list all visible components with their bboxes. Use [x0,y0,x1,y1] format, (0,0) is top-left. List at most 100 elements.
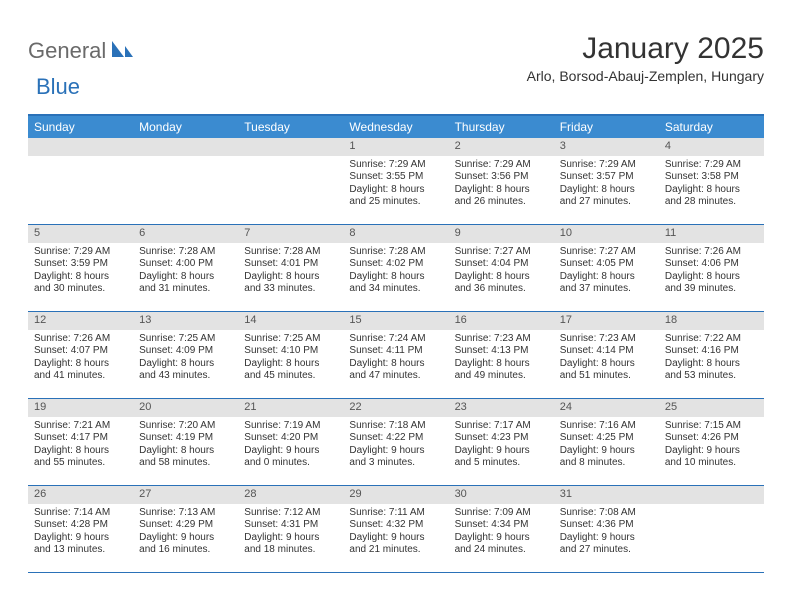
day-number: 2 [449,138,554,156]
day-number: 20 [133,399,238,417]
day-cell [238,138,343,224]
day-number: 27 [133,486,238,504]
day-line: Sunrise: 7:09 AM [455,507,548,520]
day-line: Daylight: 8 hours [455,271,548,284]
day-line: Daylight: 9 hours [455,532,548,545]
day-number [28,138,133,156]
day-cell: 18Sunrise: 7:22 AMSunset: 4:16 PMDayligh… [659,312,764,398]
day-line: Sunrise: 7:08 AM [560,507,653,520]
day-cell: 14Sunrise: 7:25 AMSunset: 4:10 PMDayligh… [238,312,343,398]
day-line: Daylight: 9 hours [560,532,653,545]
day-line: Daylight: 9 hours [349,445,442,458]
day-line: and 47 minutes. [349,370,442,383]
day-cell: 15Sunrise: 7:24 AMSunset: 4:11 PMDayligh… [343,312,448,398]
day-details: Sunrise: 7:27 AMSunset: 4:05 PMDaylight:… [554,243,659,302]
day-details: Sunrise: 7:14 AMSunset: 4:28 PMDaylight:… [28,504,133,563]
day-line: Sunset: 3:58 PM [665,171,758,184]
day-cell: 4Sunrise: 7:29 AMSunset: 3:58 PMDaylight… [659,138,764,224]
logo: General [28,32,136,64]
day-number: 28 [238,486,343,504]
day-line: Sunset: 4:20 PM [244,432,337,445]
day-line: Daylight: 8 hours [349,358,442,371]
day-cell: 10Sunrise: 7:27 AMSunset: 4:05 PMDayligh… [554,225,659,311]
day-line: Sunset: 4:14 PM [560,345,653,358]
location-text: Arlo, Borsod-Abauj-Zemplen, Hungary [527,68,764,84]
day-cell: 3Sunrise: 7:29 AMSunset: 3:57 PMDaylight… [554,138,659,224]
day-line: Sunrise: 7:20 AM [139,420,232,433]
day-line: Sunset: 4:29 PM [139,519,232,532]
day-cell: 16Sunrise: 7:23 AMSunset: 4:13 PMDayligh… [449,312,554,398]
weekday-heading: Thursday [449,116,554,138]
day-line: Sunset: 4:01 PM [244,258,337,271]
day-line: Sunrise: 7:23 AM [455,333,548,346]
day-line: Sunset: 4:34 PM [455,519,548,532]
day-cell: 30Sunrise: 7:09 AMSunset: 4:34 PMDayligh… [449,486,554,572]
day-line: Sunset: 4:05 PM [560,258,653,271]
day-cell: 23Sunrise: 7:17 AMSunset: 4:23 PMDayligh… [449,399,554,485]
day-number: 19 [28,399,133,417]
day-line: Sunset: 4:02 PM [349,258,442,271]
day-line: Daylight: 9 hours [244,532,337,545]
day-line: Sunrise: 7:27 AM [455,246,548,259]
day-cell: 5Sunrise: 7:29 AMSunset: 3:59 PMDaylight… [28,225,133,311]
day-line: Sunset: 4:17 PM [34,432,127,445]
day-line: Sunset: 4:19 PM [139,432,232,445]
day-cell: 20Sunrise: 7:20 AMSunset: 4:19 PMDayligh… [133,399,238,485]
day-line: and 37 minutes. [560,283,653,296]
day-line: Daylight: 8 hours [34,358,127,371]
day-line: and 28 minutes. [665,196,758,209]
logo-word-2: Blue [36,74,80,99]
day-line: and 51 minutes. [560,370,653,383]
day-line: Sunrise: 7:12 AM [244,507,337,520]
day-details: Sunrise: 7:28 AMSunset: 4:02 PMDaylight:… [343,243,448,302]
day-cell: 11Sunrise: 7:26 AMSunset: 4:06 PMDayligh… [659,225,764,311]
day-number: 7 [238,225,343,243]
day-number: 21 [238,399,343,417]
day-details: Sunrise: 7:17 AMSunset: 4:23 PMDaylight:… [449,417,554,476]
day-cell: 21Sunrise: 7:19 AMSunset: 4:20 PMDayligh… [238,399,343,485]
day-details: Sunrise: 7:25 AMSunset: 4:09 PMDaylight:… [133,330,238,389]
day-line: Sunrise: 7:15 AM [665,420,758,433]
day-details: Sunrise: 7:29 AMSunset: 3:55 PMDaylight:… [343,156,448,215]
day-line: Daylight: 9 hours [665,445,758,458]
day-cell: 19Sunrise: 7:21 AMSunset: 4:17 PMDayligh… [28,399,133,485]
day-details: Sunrise: 7:29 AMSunset: 3:58 PMDaylight:… [659,156,764,215]
day-line: Sunset: 3:55 PM [349,171,442,184]
day-line: Daylight: 9 hours [349,532,442,545]
day-details: Sunrise: 7:15 AMSunset: 4:26 PMDaylight:… [659,417,764,476]
day-number: 26 [28,486,133,504]
day-line: Sunrise: 7:24 AM [349,333,442,346]
day-line: and 18 minutes. [244,544,337,557]
day-line: Daylight: 9 hours [244,445,337,458]
day-line: Daylight: 8 hours [34,271,127,284]
day-line: Sunset: 4:25 PM [560,432,653,445]
day-details: Sunrise: 7:23 AMSunset: 4:13 PMDaylight:… [449,330,554,389]
weekday-heading: Tuesday [238,116,343,138]
day-line: Sunrise: 7:25 AM [244,333,337,346]
day-number: 6 [133,225,238,243]
day-cell: 25Sunrise: 7:15 AMSunset: 4:26 PMDayligh… [659,399,764,485]
weekday-heading: Monday [133,116,238,138]
day-line: Sunset: 4:11 PM [349,345,442,358]
day-line: and 16 minutes. [139,544,232,557]
day-line: and 31 minutes. [139,283,232,296]
day-line: Daylight: 8 hours [665,184,758,197]
day-line: Daylight: 8 hours [665,271,758,284]
day-number: 12 [28,312,133,330]
day-line: Sunrise: 7:28 AM [244,246,337,259]
day-details: Sunrise: 7:27 AMSunset: 4:04 PMDaylight:… [449,243,554,302]
day-details: Sunrise: 7:12 AMSunset: 4:31 PMDaylight:… [238,504,343,563]
day-line: and 27 minutes. [560,544,653,557]
day-line: Sunset: 3:56 PM [455,171,548,184]
day-cell [133,138,238,224]
day-line: Sunset: 3:57 PM [560,171,653,184]
day-line: Sunrise: 7:26 AM [34,333,127,346]
day-line: Sunset: 4:04 PM [455,258,548,271]
day-line: Sunset: 4:36 PM [560,519,653,532]
day-line: and 27 minutes. [560,196,653,209]
day-line: Daylight: 8 hours [244,271,337,284]
day-line: Sunrise: 7:22 AM [665,333,758,346]
day-cell: 26Sunrise: 7:14 AMSunset: 4:28 PMDayligh… [28,486,133,572]
day-line: Sunset: 4:10 PM [244,345,337,358]
day-line: and 36 minutes. [455,283,548,296]
